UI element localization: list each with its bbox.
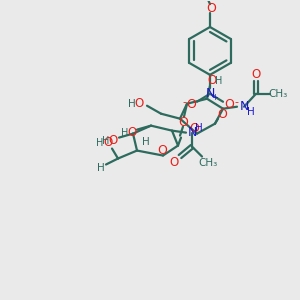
Text: -: - — [234, 97, 238, 107]
Text: O: O — [217, 108, 227, 121]
Text: H: H — [215, 76, 223, 86]
Text: O: O — [103, 136, 112, 149]
Text: H: H — [96, 138, 104, 148]
Text: +: + — [212, 93, 218, 102]
Text: N: N — [239, 100, 249, 113]
Text: O: O — [128, 126, 136, 139]
Text: N: N — [187, 126, 197, 139]
Text: O: O — [251, 68, 261, 81]
Text: O: O — [134, 97, 144, 110]
Text: H: H — [97, 164, 105, 173]
Text: O: O — [157, 144, 167, 157]
Text: -: - — [182, 97, 186, 107]
Text: O: O — [189, 122, 199, 135]
Text: O: O — [178, 116, 188, 129]
Text: O: O — [169, 156, 178, 169]
Text: O: O — [207, 74, 217, 87]
Text: H: H — [102, 136, 110, 146]
Text: N: N — [205, 87, 215, 100]
Text: H: H — [195, 123, 203, 133]
Text: CH₃: CH₃ — [198, 158, 218, 167]
Text: O: O — [224, 98, 234, 111]
Text: H: H — [121, 128, 129, 138]
Text: H: H — [128, 99, 136, 109]
Text: O: O — [186, 98, 196, 111]
Text: H: H — [142, 136, 150, 147]
Text: O: O — [108, 134, 118, 147]
Text: CH₃: CH₃ — [268, 89, 288, 99]
Text: H: H — [247, 107, 255, 117]
Text: O: O — [206, 2, 216, 15]
